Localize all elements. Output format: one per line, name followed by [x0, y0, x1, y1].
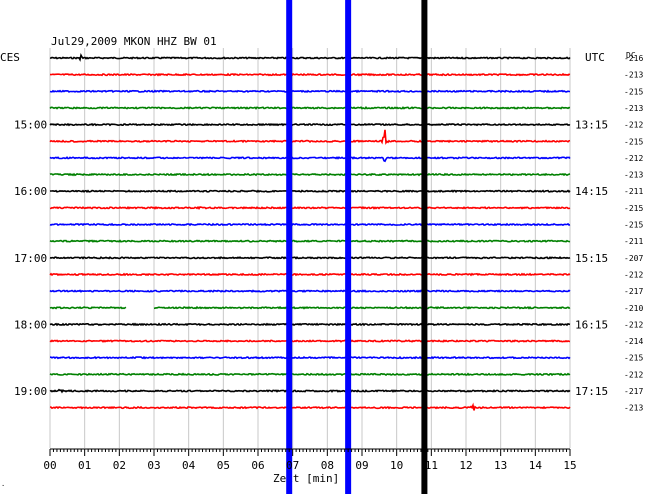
x-tick-label: 11 [425, 459, 438, 472]
row-labels: 15:00 16:00 17:00 18:00 19:00 13:15 14:15 15:15… [14, 54, 643, 413]
trace-line [49, 129, 571, 145]
dc-value: -212 [624, 370, 643, 379]
seismic-traces [49, 52, 571, 411]
right-time-label: 15:15 [575, 252, 608, 265]
dc-value: -215 [624, 354, 643, 363]
trace-line [49, 52, 571, 62]
x-tick-label: 03 [147, 459, 160, 472]
x-tick-label: 01 [78, 459, 91, 472]
corner-mark: . [1, 480, 5, 488]
dc-value: -207 [624, 254, 643, 263]
trace-line [49, 372, 571, 377]
dc-value: -213 [624, 71, 643, 80]
dc-value: -210 [624, 304, 643, 313]
dc-value: -212 [624, 154, 643, 163]
dc-value: -211 [624, 237, 643, 246]
chart-title: Jul29,2009 MKON HHZ BW 01 [51, 35, 217, 48]
dc-value: -215 [624, 204, 643, 213]
left-time-label: 15:00 [14, 119, 47, 132]
dc-value: -214 [624, 337, 643, 346]
dc-value: -215 [624, 87, 643, 96]
trace-line [49, 89, 570, 94]
dc-value: -213 [624, 104, 643, 113]
trace-line [49, 156, 571, 163]
dc-value: -213 [624, 171, 643, 180]
x-axis-label: Zeit [min] [273, 472, 339, 485]
minute-grid [49, 48, 571, 448]
trace-line [49, 222, 571, 227]
right-time-label: 16:15 [575, 318, 608, 331]
trace-line [153, 305, 571, 310]
x-tick-label: 12 [459, 459, 472, 472]
x-tick-label: 02 [113, 459, 126, 472]
dc-value: -213 [624, 404, 643, 413]
left-time-label: 18:00 [14, 318, 47, 331]
x-tick-label: 07 [286, 459, 299, 472]
x-axis: 00 01 02 03 04 05 06 07 08 09 10 11 12 13 14 15 [43, 448, 577, 472]
x-tick-label: 05 [217, 459, 230, 472]
trace-line [49, 306, 127, 310]
dc-value: -212 [624, 320, 643, 329]
left-time-label: 19:00 [14, 385, 47, 398]
dc-value: -216 [624, 54, 643, 63]
left-time-label: 16:00 [14, 185, 47, 198]
trace-line [49, 388, 571, 394]
dc-value: -217 [624, 387, 643, 396]
dc-value: -217 [624, 287, 643, 296]
dc-value: -212 [624, 121, 643, 130]
trace-line [49, 402, 571, 411]
trace-line [49, 255, 571, 260]
interference-bar [345, 0, 352, 494]
interference-bar [286, 0, 293, 494]
x-tick-label: 14 [529, 459, 543, 472]
dc-value: -215 [624, 221, 643, 230]
x-tick-label: 09 [355, 459, 368, 472]
right-time-label: 13:15 [575, 119, 608, 132]
trace-line [49, 189, 571, 194]
x-tick-label: 06 [251, 459, 264, 472]
x-tick-label: 08 [321, 459, 334, 472]
trace-line [49, 172, 571, 177]
trace-line [49, 106, 571, 110]
trace-line [49, 322, 571, 327]
x-tick-label: 00 [43, 459, 56, 472]
trace-line [50, 72, 571, 77]
left-time-label: 17:00 [14, 252, 47, 265]
trace-line [49, 205, 571, 211]
left-timezone-label: CES [0, 51, 20, 64]
x-tick-label: 13 [494, 459, 507, 472]
trace-line [50, 355, 571, 360]
trace-line [49, 272, 571, 277]
interference-bar [421, 0, 428, 494]
dc-header: DC [626, 51, 636, 60]
x-tick-label: 04 [182, 459, 196, 472]
trace-line [49, 122, 571, 127]
dc-value: -212 [624, 270, 643, 279]
trace-line [49, 289, 571, 293]
dc-value: -215 [624, 137, 643, 146]
trace-line [49, 339, 571, 343]
trace-line [49, 239, 571, 243]
right-timezone-label: UTC [585, 51, 605, 64]
x-tick-label: 10 [390, 459, 403, 472]
right-time-label: 17:15 [575, 385, 608, 398]
right-time-label: 14:15 [575, 185, 608, 198]
interference-bars [286, 0, 428, 494]
x-tick-label: 15 [563, 459, 576, 472]
dc-value: -211 [624, 187, 643, 196]
